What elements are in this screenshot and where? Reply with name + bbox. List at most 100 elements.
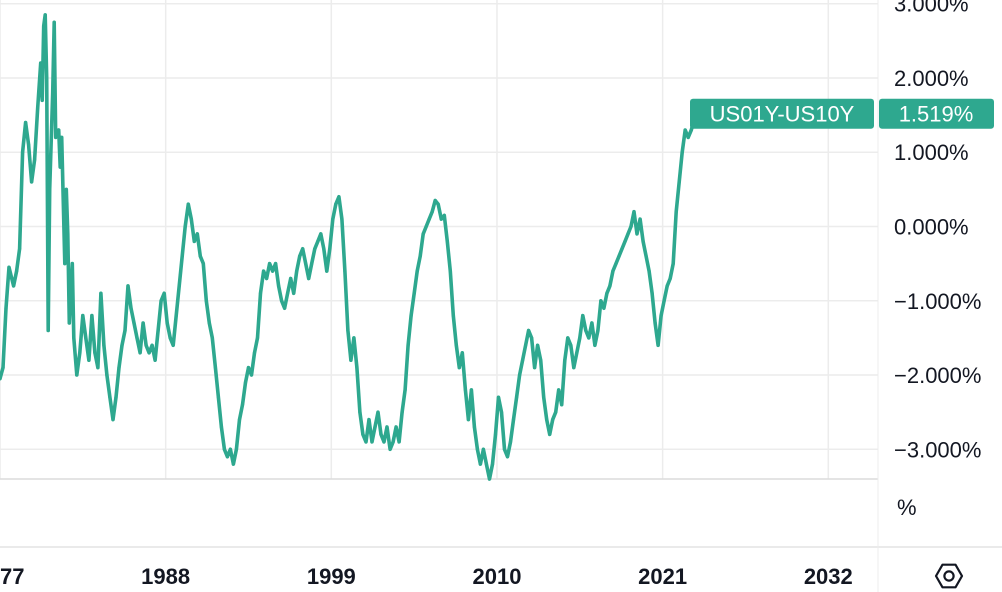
data-point: [608, 284, 612, 288]
data-point: [508, 440, 513, 444]
data-point: [289, 276, 293, 281]
series-layer: [0, 13, 698, 481]
unit-label: %: [897, 495, 917, 520]
data-point: [162, 291, 166, 295]
data-point: [150, 343, 154, 347]
data-point: [180, 254, 184, 258]
data-point: [147, 351, 151, 355]
data-point: [451, 314, 455, 318]
y-tick-label: −3.000%: [894, 437, 981, 462]
data-point: [186, 202, 190, 206]
data-point: [231, 462, 235, 466]
data-point: [629, 224, 633, 229]
last-value-tag: US01Y-US10Y 1.519%: [690, 98, 994, 129]
data-point: [234, 447, 238, 451]
data-point: [650, 291, 654, 295]
data-point: [43, 13, 47, 17]
data-point: [334, 202, 338, 206]
data-point: [249, 373, 254, 377]
data-point: [448, 269, 452, 273]
data-point: [246, 366, 251, 370]
data-point: [475, 447, 479, 451]
x-tick-label: 1999: [307, 564, 356, 589]
y-axis[interactable]: 3.000% 2.000% 1.000% 0.000% −1.000% −2.000% −3…: [894, 0, 981, 462]
data-point: [240, 403, 245, 407]
data-point: [225, 455, 229, 459]
data-point: [421, 232, 425, 236]
data-point: [572, 366, 576, 370]
data-point: [102, 343, 106, 347]
data-point: [593, 343, 597, 347]
data-point: [463, 388, 467, 392]
data-point: [656, 343, 660, 347]
data-point: [605, 291, 609, 295]
data-point: [292, 291, 296, 295]
data-point: [7, 265, 11, 269]
x-tick-label: 2010: [473, 564, 522, 589]
data-point: [638, 217, 642, 221]
data-point: [358, 410, 362, 414]
data-point: [114, 395, 118, 399]
data-point: [554, 410, 558, 414]
data-point: [46, 328, 50, 333]
data-point: [454, 343, 458, 347]
data-point: [48, 187, 52, 191]
data-point: [21, 150, 25, 154]
data-point: [349, 358, 353, 362]
data-point: [228, 447, 232, 451]
data-point: [201, 262, 205, 266]
data-point: [70, 262, 74, 266]
grid: [0, 0, 878, 479]
data-point: [165, 321, 169, 325]
data-point: [45, 76, 49, 80]
data-point: [4, 306, 8, 310]
data-point: [385, 425, 389, 429]
data-point: [560, 403, 564, 407]
data-point: [430, 210, 434, 214]
data-point: [310, 262, 314, 266]
data-point: [602, 306, 606, 310]
data-point: [216, 395, 220, 399]
data-point: [361, 432, 365, 436]
data-point: [617, 254, 621, 258]
data-point: [584, 328, 588, 333]
data-point: [295, 269, 299, 273]
data-point: [328, 247, 332, 251]
data-point: [623, 239, 627, 243]
data-point: [283, 306, 287, 310]
data-point: [72, 336, 76, 340]
data-point: [530, 336, 534, 340]
data-point: [439, 217, 443, 221]
data-point: [132, 321, 136, 325]
data-point: [533, 366, 537, 370]
data-point: [436, 202, 440, 206]
y-tick-label: 0.000%: [894, 215, 969, 240]
data-point: [484, 462, 488, 466]
data-point: [445, 239, 449, 243]
gear-icon[interactable]: [934, 563, 964, 589]
data-point: [63, 262, 67, 266]
data-point: [542, 395, 546, 399]
data-point: [644, 254, 648, 258]
data-point: [51, 91, 55, 95]
data-point: [566, 336, 570, 340]
data-point: [578, 336, 582, 340]
data-point: [478, 462, 482, 466]
data-point: [237, 418, 242, 422]
data-point: [626, 232, 630, 236]
data-point: [502, 447, 507, 451]
data-point: [277, 284, 281, 288]
data-point: [635, 232, 639, 236]
data-point: [307, 276, 311, 281]
data-point: [527, 328, 531, 333]
data-point: [298, 254, 302, 258]
data-point: [599, 299, 603, 303]
data-point: [352, 336, 356, 340]
x-tick-label: 1988: [141, 564, 190, 589]
x-axis[interactable]: 1977 1988 1999 2010 2021 2032: [0, 564, 853, 589]
data-point: [322, 247, 326, 251]
data-point: [117, 366, 121, 370]
data-point: [668, 276, 672, 281]
data-point: [54, 135, 58, 139]
data-point: [12, 284, 16, 288]
